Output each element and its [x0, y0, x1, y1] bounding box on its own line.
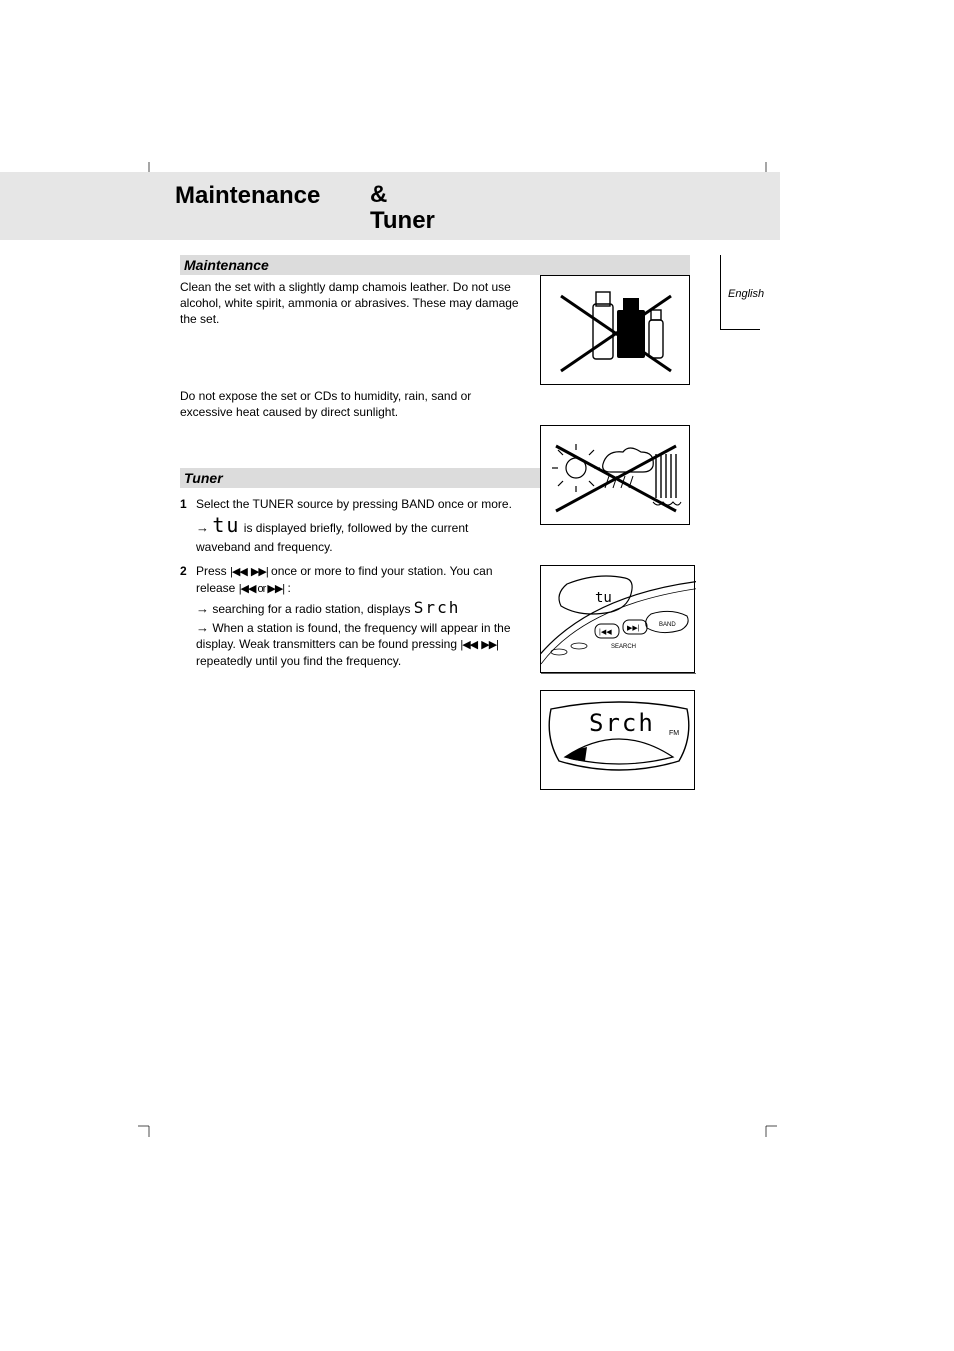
prev-next-icon: |◀◀ or ▶▶| [239, 583, 284, 595]
maintenance-p2: Do not expose the set or CDs to humidity… [180, 388, 525, 420]
tuner-sub-b-tail: repeatedly until you find the frequency. [196, 654, 401, 668]
figure-display-srch: Srch FM [540, 690, 695, 790]
display-glyph-srch: Srch [414, 598, 461, 617]
figure-no-chemicals [540, 275, 690, 385]
display-text-srch: Srch [589, 709, 655, 737]
crop-mark-bl [138, 1115, 160, 1137]
banner-title-sub: & Tuner [370, 182, 435, 234]
prev-next-icon: |◀◀ ▶▶| [230, 566, 268, 578]
arrow-icon: → [196, 601, 209, 616]
svg-text:SEARCH: SEARCH [611, 644, 636, 650]
arrow-icon: → [196, 520, 209, 535]
tuner-step2-text-c: : [288, 581, 291, 595]
maintenance-p1: Clean the set with a slightly damp chamo… [180, 279, 525, 328]
banner-title-main: Maintenance [175, 182, 320, 210]
display-text-fm: FM [669, 730, 679, 737]
tuner-step2-text-a: Press [196, 564, 230, 578]
tuner-step-1: 1 Select the TUNER source by pressing BA… [180, 496, 525, 555]
svg-text:|◀◀: |◀◀ [599, 629, 612, 636]
step-number: 1 [180, 496, 196, 555]
display-glyph-tu: tu [212, 513, 240, 537]
tuner-step-2: 2 Press |◀◀ ▶▶| once or more to find you… [180, 563, 525, 669]
crop-mark-br [755, 1115, 777, 1137]
svg-text:tu: tu [595, 590, 612, 606]
section-heading-maintenance: Maintenance [180, 255, 690, 275]
svg-text:▶▶|: ▶▶| [627, 625, 640, 632]
svg-text:BAND: BAND [659, 622, 676, 628]
step-number: 2 [180, 563, 196, 669]
tuner-step1-text-a: Select the TUNER source by pressing BAND… [196, 497, 512, 511]
prev-next-icon: |◀◀ ▶▶| [460, 639, 498, 651]
figure-device-buttons: tu |◀◀ ▶▶| BAND SEARCH [540, 565, 695, 673]
arrow-icon: → [196, 620, 209, 635]
tuner-sub-a: searching for a radio station, displays [212, 602, 413, 616]
figure-no-heat-rain [540, 425, 690, 525]
